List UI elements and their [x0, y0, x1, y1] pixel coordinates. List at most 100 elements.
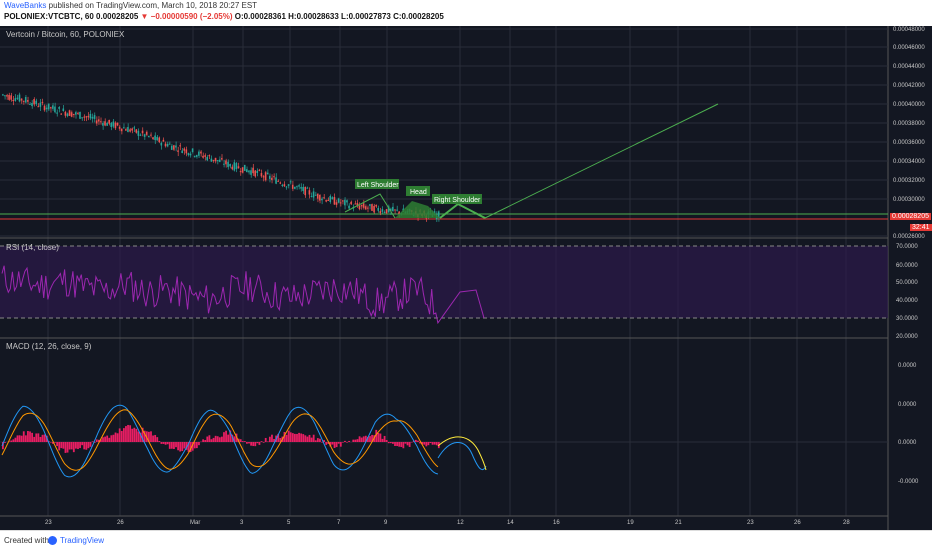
- candle-body: [140, 135, 142, 136]
- candle-body: [133, 127, 135, 128]
- macd-bar: [133, 428, 135, 442]
- price-tick: 0.00044000: [893, 64, 925, 70]
- candlestick-series: [2, 93, 440, 222]
- candle-body: [106, 123, 108, 126]
- candle-body: [46, 108, 48, 110]
- candle-body: [296, 186, 298, 187]
- candle-body: [75, 112, 77, 114]
- candle-body: [110, 123, 112, 127]
- time-tick: 23: [747, 520, 754, 526]
- macd-bar: [177, 442, 179, 450]
- chart-canvas[interactable]: Left Shoulder Head Right Shoulder 0.0004…: [0, 26, 932, 530]
- candle-body: [52, 105, 54, 109]
- candle-body: [394, 209, 396, 210]
- candle-body: [375, 205, 377, 207]
- macd-bar: [240, 439, 242, 442]
- candle-body: [242, 167, 244, 172]
- candle-body: [156, 137, 158, 141]
- candle-body: [221, 158, 223, 159]
- macd-bar: [409, 442, 411, 447]
- candle-body: [35, 101, 37, 104]
- candle-body: [288, 184, 290, 186]
- time-tick: 14: [507, 520, 514, 526]
- candle-body: [200, 152, 202, 154]
- author-link[interactable]: WaveBanks: [4, 1, 46, 10]
- chart-area[interactable]: Left Shoulder Head Right Shoulder 0.0004…: [0, 26, 932, 530]
- time-tick: 26: [117, 520, 124, 526]
- rsi-tick: 30.0000: [896, 316, 918, 322]
- price-change: ▼ −0.00000590 (−2.05%): [141, 12, 233, 21]
- macd-bar: [321, 442, 323, 443]
- candle-body: [259, 170, 261, 171]
- macd-bar: [69, 442, 71, 449]
- candle-body: [152, 137, 154, 139]
- time-tick: 3: [240, 520, 244, 526]
- macd-bar: [294, 434, 296, 442]
- candle-body: [127, 127, 129, 132]
- macd-bar: [156, 437, 158, 442]
- candle-body: [317, 194, 319, 199]
- macd-bar: [179, 442, 181, 452]
- candle-body: [286, 186, 288, 187]
- time-tick: 7: [337, 520, 341, 526]
- candle-body: [8, 95, 10, 100]
- candle-body: [142, 131, 144, 134]
- macd-bar: [104, 437, 106, 442]
- macd-bar: [336, 442, 338, 447]
- countdown-tag: 32:41: [910, 224, 932, 231]
- candle-body: [219, 160, 221, 162]
- macd-bar: [215, 436, 217, 442]
- candle-body: [88, 116, 90, 117]
- macd-bar: [296, 434, 298, 442]
- macd-bar: [267, 441, 269, 442]
- macd-pane-label: MACD (12, 26, close, 9): [6, 342, 91, 351]
- candle-body: [44, 106, 46, 110]
- candle-body: [225, 160, 227, 164]
- candle-body: [125, 129, 127, 131]
- candle-body: [150, 135, 152, 136]
- macd-bar: [150, 431, 152, 442]
- candle-body: [119, 127, 121, 129]
- candle-body: [117, 123, 119, 126]
- tradingview-link[interactable]: TradingView: [60, 536, 104, 545]
- macd-bar: [436, 442, 438, 445]
- macd-bar: [319, 439, 321, 442]
- macd-bar: [217, 436, 219, 442]
- candle-body: [223, 164, 225, 165]
- macd-bar: [202, 439, 204, 442]
- rsi-tick: 40.0000: [896, 298, 918, 304]
- candle-body: [340, 202, 342, 203]
- candle-body: [71, 112, 73, 117]
- candle-body: [246, 169, 248, 172]
- macd-bar: [110, 435, 112, 442]
- candle-body: [102, 123, 104, 126]
- candle-body: [348, 206, 350, 209]
- candle-body: [10, 95, 12, 99]
- macd-bar: [62, 442, 64, 449]
- macd-bar: [85, 442, 87, 450]
- macd-bar: [167, 442, 169, 444]
- candle-body: [69, 110, 71, 116]
- tradingview-logo-icon[interactable]: [48, 536, 57, 545]
- candle-body: [377, 208, 379, 211]
- macd-bar: [19, 435, 21, 442]
- macd-bar: [58, 442, 60, 450]
- macd-bar: [434, 442, 436, 445]
- candle-body: [163, 140, 165, 142]
- candle-body: [267, 173, 269, 174]
- candle-body: [113, 121, 115, 126]
- macd-bar: [123, 428, 125, 442]
- candle-body: [17, 98, 19, 99]
- candle-body: [211, 159, 213, 162]
- candle-body: [92, 117, 94, 119]
- macd-bar: [380, 434, 382, 442]
- candle-body: [227, 162, 229, 167]
- candle-body: [309, 190, 311, 194]
- candle-body: [215, 158, 217, 161]
- candle-body: [138, 131, 140, 136]
- candle-body: [334, 197, 336, 205]
- price-tick: 0.00038000: [893, 121, 925, 127]
- macd-bar: [309, 435, 311, 442]
- macd-bar: [256, 442, 258, 443]
- candle-body: [234, 162, 236, 170]
